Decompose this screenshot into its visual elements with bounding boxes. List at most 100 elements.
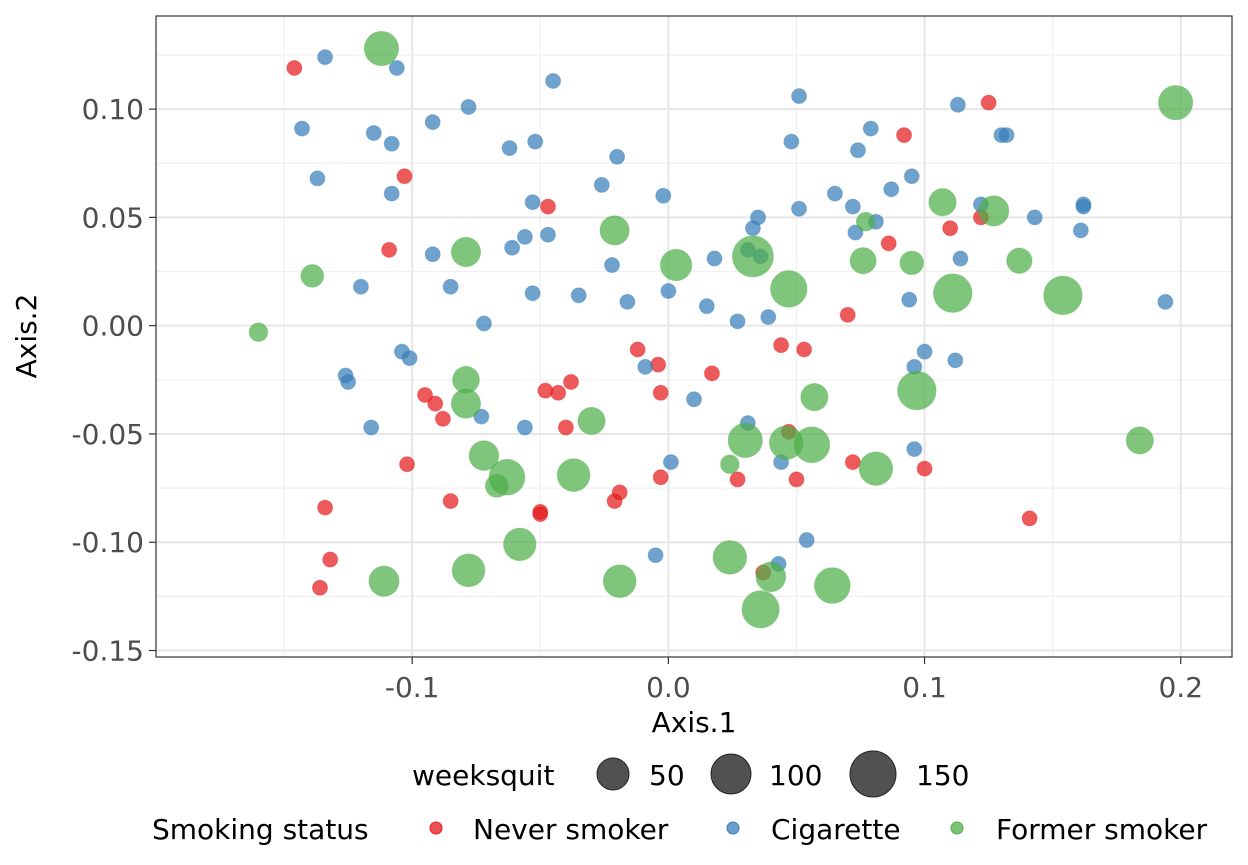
legend-key-cigarette [726,821,740,835]
point-cigarette [791,200,808,217]
point-former-smoker [1125,426,1154,455]
size-legend-title: weeksquit [412,759,554,792]
y-tick-label: -0.05 [72,418,144,451]
y-tick-label: 0.00 [82,310,144,343]
point-cigarette [317,49,334,66]
point-former-smoker [793,426,831,464]
point-cigarette [662,454,679,471]
point-never-smoker [311,579,328,596]
point-cigarette [706,250,723,267]
point-cigarette [655,187,672,204]
point-cigarette [383,185,400,202]
point-former-smoker [484,474,509,498]
point-cigarette [1157,293,1174,310]
point-cigarette [647,547,664,564]
y-tick-label: 0.10 [82,93,144,126]
point-cigarette [1072,222,1089,239]
point-cigarette [609,148,626,165]
point-former-smoker [1043,275,1083,316]
point-never-smoker [916,460,933,477]
point-cigarette [949,96,966,113]
point-cigarette [570,287,587,304]
point-never-smoker [381,241,398,258]
point-former-smoker [755,561,787,593]
point-never-smoker [399,456,416,473]
point-former-smoker [899,250,925,276]
y-axis-ticks: -0.15 -0.10 -0.05 0.00 0.05 0.10 [72,93,156,668]
point-former-smoker [363,30,400,67]
point-former-smoker [577,406,606,436]
point-former-smoker [450,236,482,268]
grid [156,16,1232,657]
size-legend-label-150: 150 [916,759,969,792]
point-former-smoker [858,451,894,486]
point-former-smoker [248,322,269,342]
point-former-smoker [451,553,486,588]
point-cigarette [527,133,544,150]
point-never-smoker [532,506,549,523]
point-never-smoker [652,384,669,401]
size-legend-label-50: 50 [649,759,685,792]
point-former-smoker [468,440,500,471]
legend-label-never-smoker: Never smoker [473,813,669,846]
point-former-smoker [800,383,829,412]
point-former-smoker [928,188,957,217]
point-cigarette [686,391,702,408]
point-former-smoker [602,564,637,599]
point-cigarette [504,239,521,256]
point-cigarette [383,135,400,152]
point-never-smoker [880,235,897,252]
point-never-smoker [788,471,805,488]
size-legend-key-100 [710,753,752,795]
color-legend-title: Smoking status [152,813,369,846]
point-former-smoker [978,195,1010,227]
size-legend-label-100: 100 [769,759,822,792]
x-tick-label: -0.1 [385,671,440,704]
point-cigarette [424,246,441,263]
point-never-smoker [773,337,790,354]
point-cigarette [698,298,715,315]
point-cigarette [539,226,556,243]
x-tick-label: 0.0 [646,671,691,704]
point-cigarette [906,441,923,458]
point-cigarette [849,142,866,159]
point-former-smoker [770,270,808,308]
point-former-smoker [727,422,763,459]
point-never-smoker [796,341,813,358]
point-former-smoker [712,540,748,575]
point-former-smoker [1157,84,1194,121]
point-cigarette [903,168,920,185]
point-cigarette [760,309,777,326]
point-cigarette [744,220,761,237]
point-never-smoker [652,469,669,486]
point-cigarette [660,283,677,300]
point-cigarette [783,133,800,150]
point-cigarette [524,285,541,302]
point-cigarette [352,278,369,295]
point-cigarette [363,419,380,436]
point-cigarette [883,181,900,198]
point-cigarette [475,315,492,332]
point-cigarette [460,98,477,115]
point-former-smoker [849,247,877,275]
point-never-smoker [629,341,646,358]
point-cigarette [619,293,636,310]
size-legend-key-50 [596,757,630,791]
point-cigarette [916,343,933,360]
point-former-smoker [932,273,973,313]
point-cigarette [309,170,326,187]
point-cigarette [340,373,357,390]
point-former-smoker [368,565,400,597]
point-never-smoker [550,384,567,401]
color-legend: Smoking status Never smoker Cigarette Fo… [152,813,1208,846]
point-never-smoker [896,127,913,144]
point-never-smoker [703,365,720,382]
point-cigarette [593,176,610,193]
point-cigarette [998,127,1015,144]
point-never-smoker [1021,510,1038,527]
point-cigarette [952,250,969,267]
point-never-smoker [322,551,339,568]
point-cigarette [798,532,815,549]
point-never-smoker [611,484,628,501]
